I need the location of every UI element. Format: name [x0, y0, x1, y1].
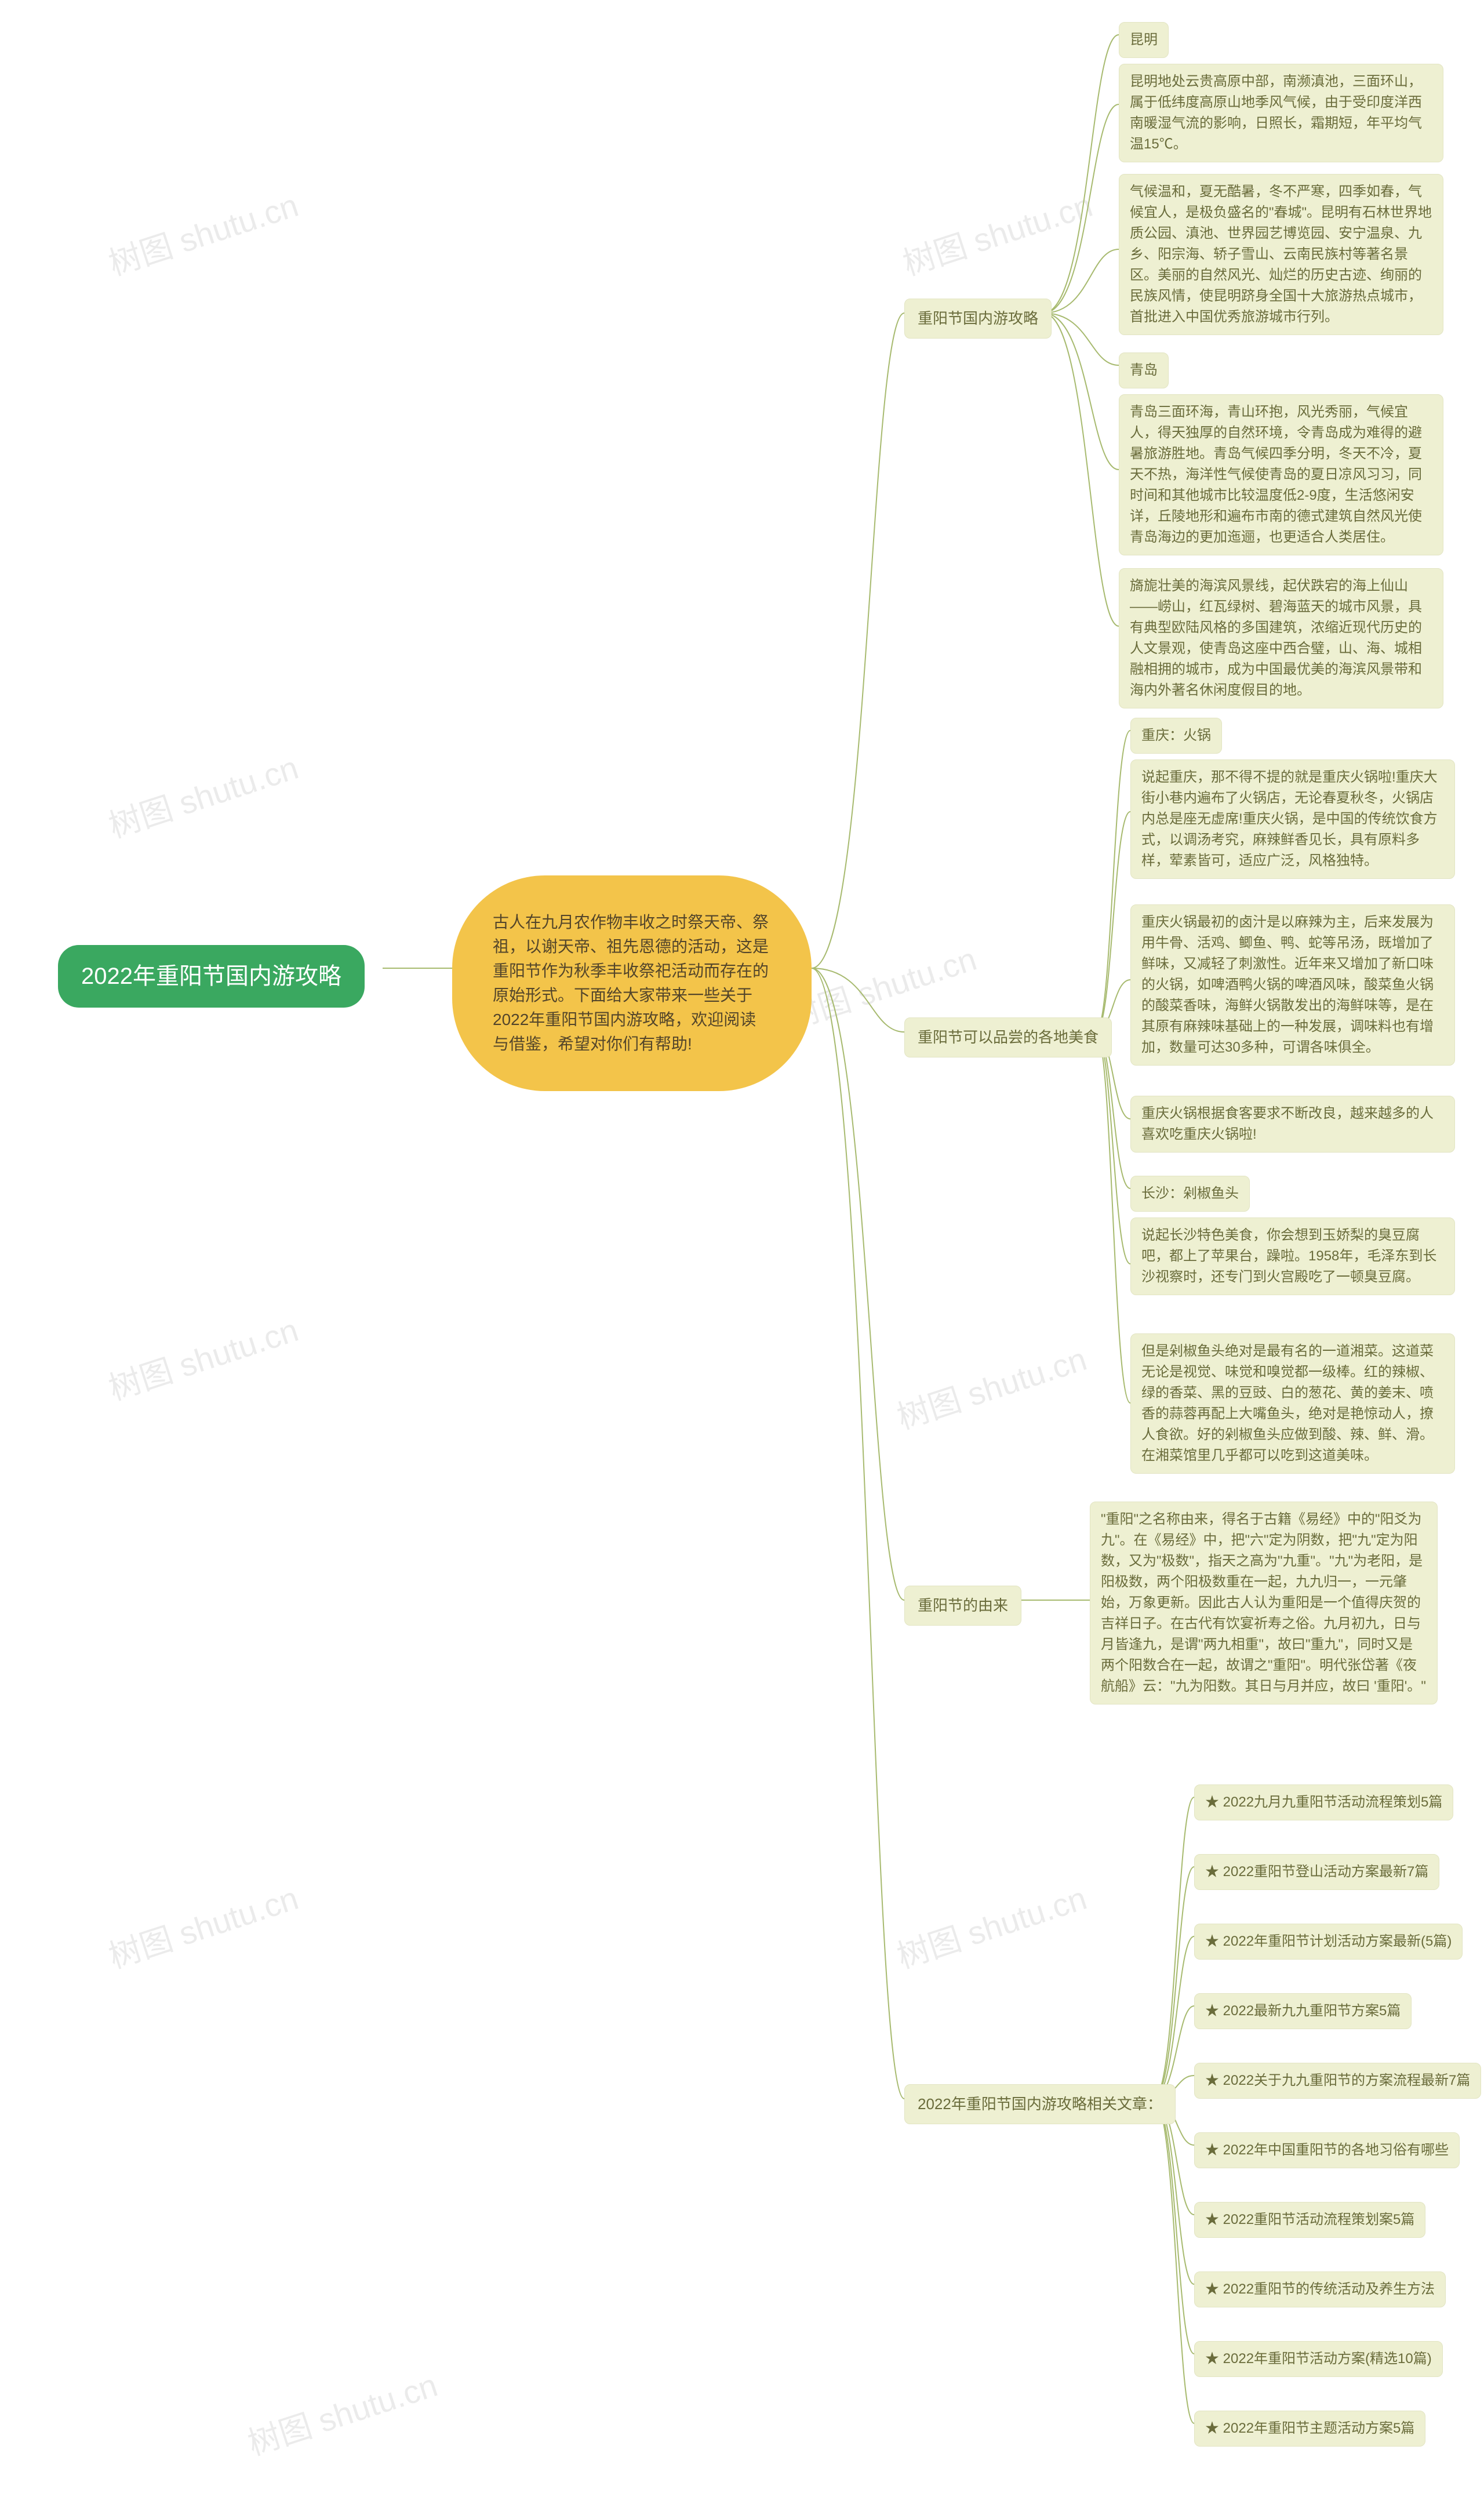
leaf-article-9[interactable]: ★ 2022年重阳节活动方案(精选10篇): [1194, 2341, 1443, 2377]
leaf-origin-text[interactable]: "重阳"之名称由来，得名于古籍《易经》中的"阳爻为九"。在《易经》中，把"六"定…: [1090, 1502, 1438, 1704]
branch-related-articles[interactable]: 2022年重阳节国内游攻略相关文章：: [904, 2084, 1176, 2124]
leaf-article-2[interactable]: ★ 2022重阳节登山活动方案最新7篇: [1194, 1854, 1439, 1890]
leaf-article-10[interactable]: ★ 2022年重阳节主题活动方案5篇: [1194, 2411, 1425, 2447]
leaf-article-6[interactable]: ★ 2022年中国重阳节的各地习俗有哪些: [1194, 2132, 1460, 2168]
leaf-chongqing-p1[interactable]: 说起重庆，那不得不提的就是重庆火锅啦!重庆大街小巷内遍布了火锅店，无论春夏秋冬，…: [1130, 759, 1455, 879]
root-node[interactable]: 2022年重阳节国内游攻略: [58, 945, 365, 1008]
watermark: 树图 shutu.cn: [890, 1333, 1092, 1439]
leaf-changsha-p2[interactable]: 但是剁椒鱼头绝对是最有名的一道湘菜。这道菜无论是视觉、味觉和嗅觉都一级棒。红的辣…: [1130, 1333, 1455, 1474]
branch-foods[interactable]: 重阳节可以品尝的各地美食: [904, 1017, 1112, 1057]
leaf-article-3[interactable]: ★ 2022年重阳节计划活动方案最新(5篇): [1194, 1924, 1463, 1960]
branch-origin[interactable]: 重阳节的由来: [904, 1586, 1021, 1626]
leaf-qingdao-p1[interactable]: 青岛三面环海，青山环抱，风光秀丽，气候宜人，得天独厚的自然环境，令青岛成为难得的…: [1119, 394, 1443, 555]
leaf-article-7[interactable]: ★ 2022重阳节活动流程策划案5篇: [1194, 2202, 1425, 2238]
watermark: 树图 shutu.cn: [102, 742, 304, 848]
watermark: 树图 shutu.cn: [102, 180, 304, 285]
watermark: 树图 shutu.cn: [896, 180, 1098, 285]
leaf-changsha-p1[interactable]: 说起长沙特色美食，你会想到玉娇梨的臭豆腐吧，都上了苹果台，躁啦。1958年，毛泽…: [1130, 1217, 1455, 1295]
leaf-article-1[interactable]: ★ 2022九月九重阳节活动流程策划5篇: [1194, 1784, 1453, 1820]
leaf-chongqing-p2[interactable]: 重庆火锅最初的卤汁是以麻辣为主，后来发展为用牛骨、活鸡、鲫鱼、鸭、蛇等吊汤，既增…: [1130, 904, 1455, 1066]
leaf-chongqing-title[interactable]: 重庆：火锅: [1130, 718, 1222, 754]
leaf-chongqing-p3[interactable]: 重庆火锅根据食客要求不断改良，越来越多的人喜欢吃重庆火锅啦!: [1130, 1096, 1455, 1153]
watermark: 树图 shutu.cn: [102, 1304, 304, 1410]
mindmap-canvas: 树图 shutu.cn 树图 shutu.cn 树图 shutu.cn 树图 s…: [0, 0, 1484, 2497]
intro-node[interactable]: 古人在九月农作物丰收之时祭天帝、祭祖，以谢天帝、祖先恩德的活动，这是重阳节作为秋…: [452, 875, 812, 1091]
leaf-qingdao-p2[interactable]: 旖旎壮美的海滨风景线，起伏跌宕的海上仙山——崂山，红瓦绿树、碧海蓝天的城市风景，…: [1119, 568, 1443, 708]
leaf-article-8[interactable]: ★ 2022重阳节的传统活动及养生方法: [1194, 2271, 1446, 2307]
leaf-qingdao-title[interactable]: 青岛: [1119, 352, 1169, 388]
leaf-changsha-title[interactable]: 长沙：剁椒鱼头: [1130, 1176, 1250, 1212]
leaf-article-4[interactable]: ★ 2022最新九九重阳节方案5篇: [1194, 1993, 1412, 2029]
leaf-kunming-title[interactable]: 昆明: [1119, 22, 1169, 58]
leaf-article-5[interactable]: ★ 2022关于九九重阳节的方案流程最新7篇: [1194, 2063, 1481, 2099]
branch-travel-guide[interactable]: 重阳节国内游攻略: [904, 299, 1052, 339]
watermark: 树图 shutu.cn: [102, 1873, 304, 1978]
watermark: 树图 shutu.cn: [241, 2360, 443, 2465]
leaf-kunming-p1[interactable]: 昆明地处云贵高原中部，南濒滇池，三面环山，属于低纬度高原山地季风气候，由于受印度…: [1119, 64, 1443, 162]
leaf-kunming-p2[interactable]: 气候温和，夏无酷暑，冬不严寒，四季如春，气候宜人，是极负盛名的"春城"。昆明有石…: [1119, 174, 1443, 335]
watermark: 树图 shutu.cn: [890, 1873, 1092, 1978]
